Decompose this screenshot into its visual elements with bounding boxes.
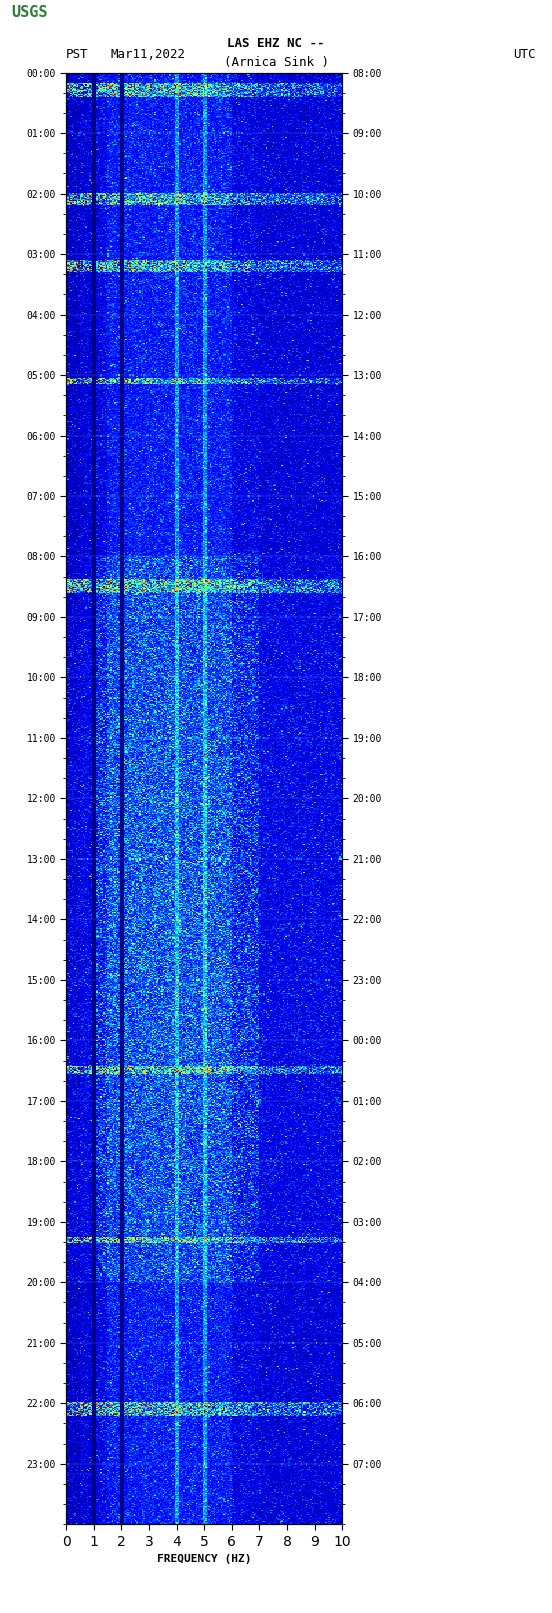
Text: USGS: USGS: [11, 5, 47, 19]
Text: UTC: UTC: [513, 48, 535, 61]
Text: LAS EHZ NC --: LAS EHZ NC --: [227, 37, 325, 50]
Text: Mar11,2022: Mar11,2022: [110, 48, 185, 61]
Text: (Arnica Sink ): (Arnica Sink ): [224, 56, 328, 69]
Text: PST: PST: [66, 48, 89, 61]
X-axis label: FREQUENCY (HZ): FREQUENCY (HZ): [157, 1555, 252, 1565]
